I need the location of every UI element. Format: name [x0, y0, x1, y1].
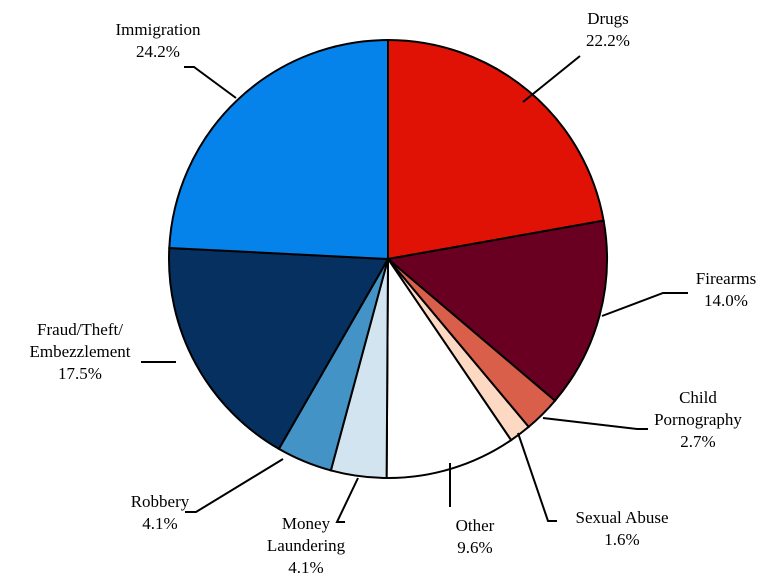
- slice-drugs: [387, 38, 605, 261]
- label-money-laundering: Money Laundering 4.1%: [267, 514, 346, 577]
- label-robbery: Robbery 4.1%: [131, 492, 190, 533]
- slice-immigration: [168, 38, 389, 261]
- leader-line-money-laundering: [335, 477, 359, 523]
- label-drugs: Drugs 22.2%: [586, 9, 630, 50]
- label-other: Other 9.6%: [456, 516, 495, 557]
- leader-line-firearms: [601, 292, 688, 317]
- label-firearms: Firearms 14.0%: [696, 269, 756, 310]
- slice-name: Immigration: [116, 20, 201, 39]
- label-immigration: Immigration 24.2%: [116, 20, 201, 61]
- slice-percent: 2.7%: [680, 432, 715, 451]
- slice-name: Fraud/Theft/: [37, 320, 123, 339]
- leader-line-immigration: [184, 66, 237, 99]
- slice-percent: 4.1%: [288, 558, 323, 577]
- slice-percent: 24.2%: [136, 42, 180, 61]
- slice-name: Embezzlement: [29, 342, 130, 361]
- slice-name: Firearms: [696, 269, 756, 288]
- slice-name: Child: [679, 388, 717, 407]
- slice-name: Money: [282, 514, 331, 533]
- leader-line-child-pornography: [542, 417, 648, 430]
- pie-labels: Drugs 22.2% Firearms 14.0% Child Pornography 2…: [29, 9, 756, 577]
- slice-name: Pornography: [654, 410, 742, 429]
- slice-percent: 14.0%: [704, 291, 748, 310]
- slice-fraud-theft-embezzlement: [168, 246, 390, 451]
- slice-name: Robbery: [131, 492, 190, 511]
- slice-name: Other: [456, 516, 495, 535]
- leader-line-robbery: [185, 458, 284, 513]
- slice-percent: 9.6%: [457, 538, 492, 557]
- leader-line-sexual-abuse: [517, 432, 557, 522]
- slice-percent: 22.2%: [586, 31, 630, 50]
- slice-other: [385, 255, 513, 480]
- slice-percent: 4.1%: [142, 514, 177, 533]
- slice-firearms: [385, 219, 608, 403]
- label-fraud-theft-embezzlement: Fraud/Theft/Embezzlement 17.5%: [29, 320, 130, 383]
- slice-name: Sexual Abuse: [575, 508, 668, 527]
- slice-percent: 17.5%: [58, 364, 102, 383]
- slice-percent: 1.6%: [604, 530, 639, 549]
- pie-slices: [168, 38, 608, 480]
- label-child-pornography: Child Pornography 2.7%: [654, 388, 742, 451]
- label-sexual-abuse: Sexual Abuse 1.6%: [575, 508, 668, 549]
- slice-name: Drugs: [587, 9, 629, 28]
- slice-name: Laundering: [267, 536, 346, 555]
- leader-line-drugs: [522, 55, 581, 103]
